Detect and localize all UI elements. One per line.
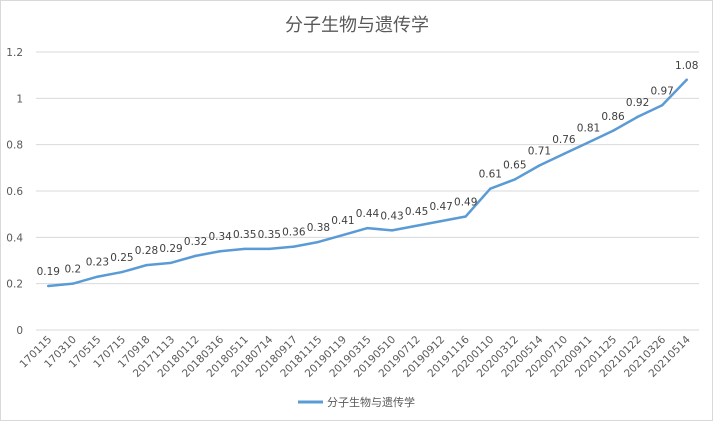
data-point[interactable] — [636, 115, 639, 119]
y-tick-label: 0.6 — [6, 186, 23, 198]
data-point[interactable] — [169, 261, 173, 265]
legend-label: 分子生物与遗传学 — [327, 395, 415, 409]
data-label: 0.43 — [380, 210, 403, 222]
data-label: 0.81 — [577, 122, 600, 134]
data-label: 0.19 — [37, 266, 60, 278]
data-label: 0.28 — [135, 245, 158, 257]
data-label: 0.49 — [454, 196, 477, 208]
data-point[interactable] — [538, 164, 541, 167]
data-point[interactable] — [47, 284, 50, 288]
data-point[interactable] — [145, 263, 148, 267]
data-label: 0.2 — [64, 264, 81, 276]
data-point[interactable] — [464, 215, 467, 218]
y-tick-label: 0.2 — [6, 279, 23, 291]
data-label: 0.36 — [282, 227, 306, 239]
y-tick-label: 0 — [16, 325, 23, 337]
data-label: 0.41 — [331, 215, 354, 227]
data-point[interactable] — [268, 247, 271, 251]
data-label: 0.45 — [405, 206, 428, 218]
y-tick-label: 1 — [16, 93, 23, 105]
data-label: 0.86 — [601, 111, 625, 123]
data-label: 0.44 — [356, 208, 380, 220]
data-point[interactable] — [562, 152, 566, 156]
data-point[interactable] — [317, 240, 320, 244]
data-label: 0.25 — [110, 252, 133, 264]
data-label: 0.92 — [626, 97, 649, 109]
chart-title: 分子生物与遗传学 — [285, 15, 429, 36]
data-label: 0.29 — [159, 243, 182, 255]
data-label: 0.61 — [479, 169, 502, 181]
x-axis-ticks: 1701151703101705151707151709182017111320… — [18, 333, 693, 380]
y-tick-label: 0.4 — [6, 232, 23, 244]
data-point[interactable] — [660, 104, 664, 107]
data-point[interactable] — [489, 187, 492, 190]
data-label: 0.35 — [258, 229, 281, 241]
data-label: 0.23 — [86, 257, 109, 269]
data-point[interactable] — [685, 78, 688, 82]
data-label: 0.34 — [208, 231, 232, 243]
data-point[interactable] — [243, 247, 246, 251]
series-layer — [47, 78, 688, 288]
y-axis-ticks: 0 0.2 0.4 0.6 0.8 1 1.2 — [6, 47, 23, 337]
data-point[interactable] — [120, 270, 124, 274]
data-point[interactable] — [513, 178, 517, 181]
data-point[interactable] — [218, 250, 222, 253]
data-label: 0.47 — [429, 201, 452, 213]
data-point[interactable] — [390, 229, 394, 232]
data-label: 0.65 — [503, 159, 526, 171]
data-label: 1.08 — [675, 60, 698, 72]
gridlines — [36, 51, 699, 331]
data-point[interactable] — [292, 245, 296, 248]
data-point[interactable] — [587, 141, 590, 144]
data-point[interactable] — [96, 275, 99, 278]
legend[interactable]: 分子生物与遗传学 — [298, 395, 415, 409]
data-point[interactable] — [439, 219, 443, 223]
data-label: 0.38 — [307, 222, 330, 234]
data-point[interactable] — [194, 254, 197, 258]
data-point[interactable] — [366, 226, 369, 230]
data-point[interactable] — [415, 224, 418, 227]
data-label: 0.35 — [233, 229, 256, 241]
data-label: 0.32 — [184, 236, 207, 248]
y-tick-label: 0.8 — [6, 140, 23, 152]
data-point[interactable] — [611, 129, 615, 132]
data-label: 0.76 — [552, 134, 576, 146]
y-tick-label: 1.2 — [6, 47, 23, 59]
data-label: 0.97 — [650, 85, 673, 97]
data-label: 0.71 — [528, 146, 551, 158]
data-labels: 0.19 0.20.23 0.250.28 0.290.32 0.34 0.35 0.35 0… — [37, 60, 699, 278]
data-point[interactable] — [71, 282, 75, 285]
data-point[interactable] — [341, 233, 345, 237]
